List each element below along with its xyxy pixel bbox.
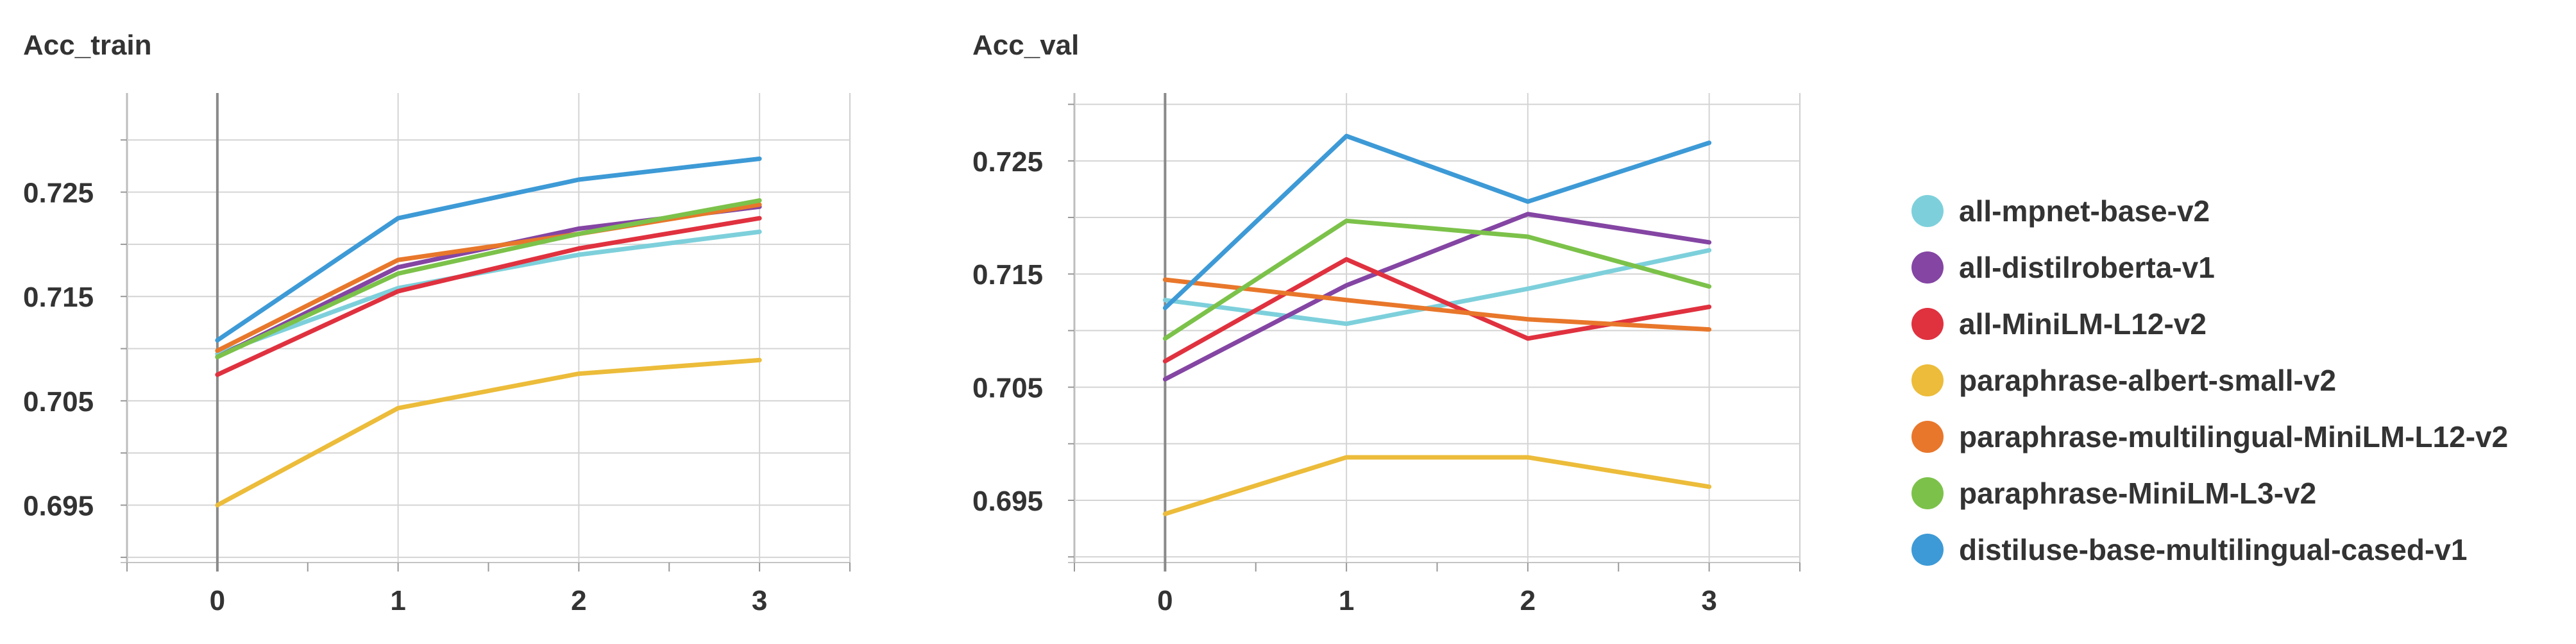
series-line-all-distilroberta-v1 xyxy=(215,204,762,360)
x-tick-label: 1 xyxy=(1339,585,1354,616)
series-line-paraphrase-minilm-l3-v2 xyxy=(1162,218,1712,341)
legend-swatch-icon xyxy=(1911,251,1944,284)
y-tick-label: 0.705 xyxy=(972,373,1043,404)
legend-label: paraphrase-MiniLM-L3-v2 xyxy=(1959,477,2317,510)
legend-item-all-mpnet-base-v2[interactable]: all-mpnet-base-v2 xyxy=(1911,183,2508,239)
x-tick-label: 0 xyxy=(1157,585,1173,616)
legend-item-all-minilm-l12-v2[interactable]: all-MiniLM-L12-v2 xyxy=(1911,296,2508,352)
legend-swatch-icon xyxy=(1911,421,1944,453)
legend-label: all-MiniLM-L12-v2 xyxy=(1959,307,2207,341)
x-tick-label: 3 xyxy=(752,585,767,616)
series-line-paraphrase-albert-small-v2 xyxy=(215,357,762,508)
series-line-distiluse-base-multilingual-cased-v1 xyxy=(1162,133,1712,310)
y-tick-label: 0.695 xyxy=(23,491,94,522)
y-tick-label: 0.725 xyxy=(23,178,94,209)
legend-label: all-distilroberta-v1 xyxy=(1959,251,2215,284)
chart-title: Acc_train xyxy=(23,30,152,61)
y-tick-label: 0.725 xyxy=(972,146,1043,178)
legend-label: distiluse-base-multilingual-cased-v1 xyxy=(1959,533,2468,566)
legend-swatch-icon xyxy=(1911,308,1944,340)
x-tick-label: 3 xyxy=(1701,585,1716,616)
series-line-all-distilroberta-v1 xyxy=(1162,212,1712,382)
legend-swatch-icon xyxy=(1911,534,1944,566)
x-tick-label: 2 xyxy=(571,585,586,616)
legend-item-paraphrase-multilingual-minilm-l12-v2[interactable]: paraphrase-multilingual-MiniLM-L12-v2 xyxy=(1911,409,2508,465)
chart-title: Acc_val xyxy=(972,30,1079,61)
legend-swatch-icon xyxy=(1911,195,1944,227)
legend-swatch-icon xyxy=(1911,364,1944,396)
legend-label: paraphrase-albert-small-v2 xyxy=(1959,364,2337,397)
series-line-paraphrase-minilm-l3-v2 xyxy=(215,198,762,360)
x-tick-label: 1 xyxy=(390,585,405,616)
legend: all-mpnet-base-v2 all-distilroberta-v1 a… xyxy=(1911,183,2508,578)
legend-item-all-distilroberta-v1[interactable]: all-distilroberta-v1 xyxy=(1911,239,2508,296)
legend-swatch-icon xyxy=(1911,477,1944,509)
legend-item-distiluse-base-multilingual-cased-v1[interactable]: distiluse-base-multilingual-cased-v1 xyxy=(1911,521,2508,578)
y-tick-label: 0.715 xyxy=(23,282,94,313)
y-tick-label: 0.715 xyxy=(972,259,1043,291)
x-tick-label: 0 xyxy=(210,585,225,616)
legend-label: paraphrase-multilingual-MiniLM-L12-v2 xyxy=(1959,420,2509,453)
x-tick-label: 2 xyxy=(1520,585,1536,616)
y-tick-label: 0.705 xyxy=(23,386,94,418)
y-tick-label: 0.695 xyxy=(972,486,1043,517)
series-line-paraphrase-multilingual-minilm-l12-v2 xyxy=(215,202,762,353)
series-line-paraphrase-albert-small-v2 xyxy=(1162,455,1712,516)
series-line-paraphrase-multilingual-minilm-l12-v2 xyxy=(1162,277,1712,332)
series-line-distiluse-base-multilingual-cased-v1 xyxy=(215,156,762,343)
legend-item-paraphrase-albert-small-v2[interactable]: paraphrase-albert-small-v2 xyxy=(1911,352,2508,409)
series-line-all-minilm-l12-v2 xyxy=(215,216,762,377)
legend-label: all-mpnet-base-v2 xyxy=(1959,194,2210,228)
legend-item-paraphrase-minilm-l3-v2[interactable]: paraphrase-MiniLM-L3-v2 xyxy=(1911,465,2508,521)
